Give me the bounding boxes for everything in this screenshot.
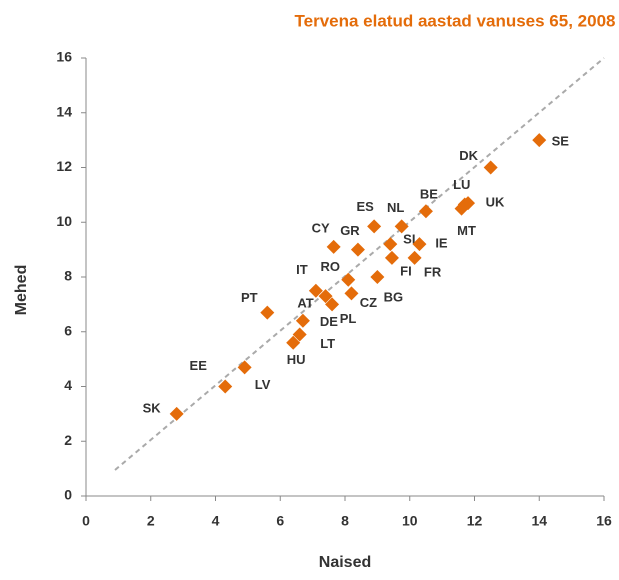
point-label: FI xyxy=(400,263,412,278)
point-label: BE xyxy=(420,187,438,202)
point-label: CZ xyxy=(360,295,377,310)
point xyxy=(350,242,365,257)
point-label: DK xyxy=(459,148,478,163)
point-label: FR xyxy=(424,264,442,279)
point xyxy=(292,327,307,342)
point xyxy=(308,283,323,298)
point-label: NL xyxy=(387,200,404,215)
x-tick-label: 0 xyxy=(82,513,90,529)
point-label: ES xyxy=(356,199,374,214)
point xyxy=(295,313,310,328)
point-label: SK xyxy=(143,400,162,415)
point-label: HU xyxy=(287,352,306,367)
point-label: AT xyxy=(297,296,313,311)
point xyxy=(418,204,433,219)
x-tick-label: 4 xyxy=(212,513,220,529)
point-label: LU xyxy=(453,177,470,192)
point-label: RO xyxy=(320,259,340,274)
y-tick-label: 12 xyxy=(56,158,72,174)
point-label: PL xyxy=(340,311,357,326)
point xyxy=(341,272,356,287)
point xyxy=(370,270,385,284)
point xyxy=(344,286,359,301)
x-tick-label: 2 xyxy=(147,513,155,529)
point-label: IE xyxy=(435,236,448,251)
x-tick-label: 12 xyxy=(467,513,483,529)
y-tick-label: 10 xyxy=(56,213,72,229)
reference-line xyxy=(114,57,605,471)
point xyxy=(532,133,547,148)
x-axis-label: Naised xyxy=(319,554,371,571)
point xyxy=(367,219,382,234)
point xyxy=(218,379,233,394)
point xyxy=(237,360,252,375)
point-label: LT xyxy=(320,336,335,351)
point xyxy=(383,237,398,252)
y-tick-label: 2 xyxy=(64,432,72,448)
y-tick-label: 4 xyxy=(64,377,72,393)
point-label: BG xyxy=(384,289,404,304)
point xyxy=(286,335,301,350)
y-tick-label: 8 xyxy=(64,268,72,284)
point-label: CY xyxy=(312,220,330,235)
x-tick-label: 10 xyxy=(402,513,418,529)
point-label: LV xyxy=(255,377,271,392)
point-label: SI xyxy=(403,232,415,247)
point xyxy=(407,250,422,265)
point-label: IT xyxy=(296,262,308,277)
point-label: EE xyxy=(190,358,208,373)
point xyxy=(412,237,427,252)
point xyxy=(260,305,275,320)
y-tick-label: 16 xyxy=(56,49,72,65)
y-axis-label: Mehed xyxy=(13,265,30,316)
x-tick-label: 16 xyxy=(596,513,612,529)
x-tick-label: 8 xyxy=(341,513,349,529)
point xyxy=(318,289,333,304)
x-tick-label: 14 xyxy=(531,513,547,529)
point-label: GR xyxy=(340,223,360,238)
point-label: PT xyxy=(241,290,258,305)
y-tick-label: 14 xyxy=(56,103,72,119)
point xyxy=(169,406,184,421)
point xyxy=(384,250,399,265)
point xyxy=(326,239,341,254)
y-tick-label: 6 xyxy=(64,322,72,338)
x-tick-label: 6 xyxy=(276,513,284,529)
point-label: SE xyxy=(552,134,570,149)
y-tick-label: 0 xyxy=(64,487,72,503)
point xyxy=(483,160,498,175)
point-label: MT xyxy=(457,223,476,238)
point xyxy=(325,297,340,312)
point-label: UK xyxy=(486,195,505,210)
chart-title: Tervena elatud aastad vanuses 65, 2008 xyxy=(295,11,616,30)
point xyxy=(454,201,469,216)
point-label: DE xyxy=(320,314,338,329)
point xyxy=(394,219,409,234)
